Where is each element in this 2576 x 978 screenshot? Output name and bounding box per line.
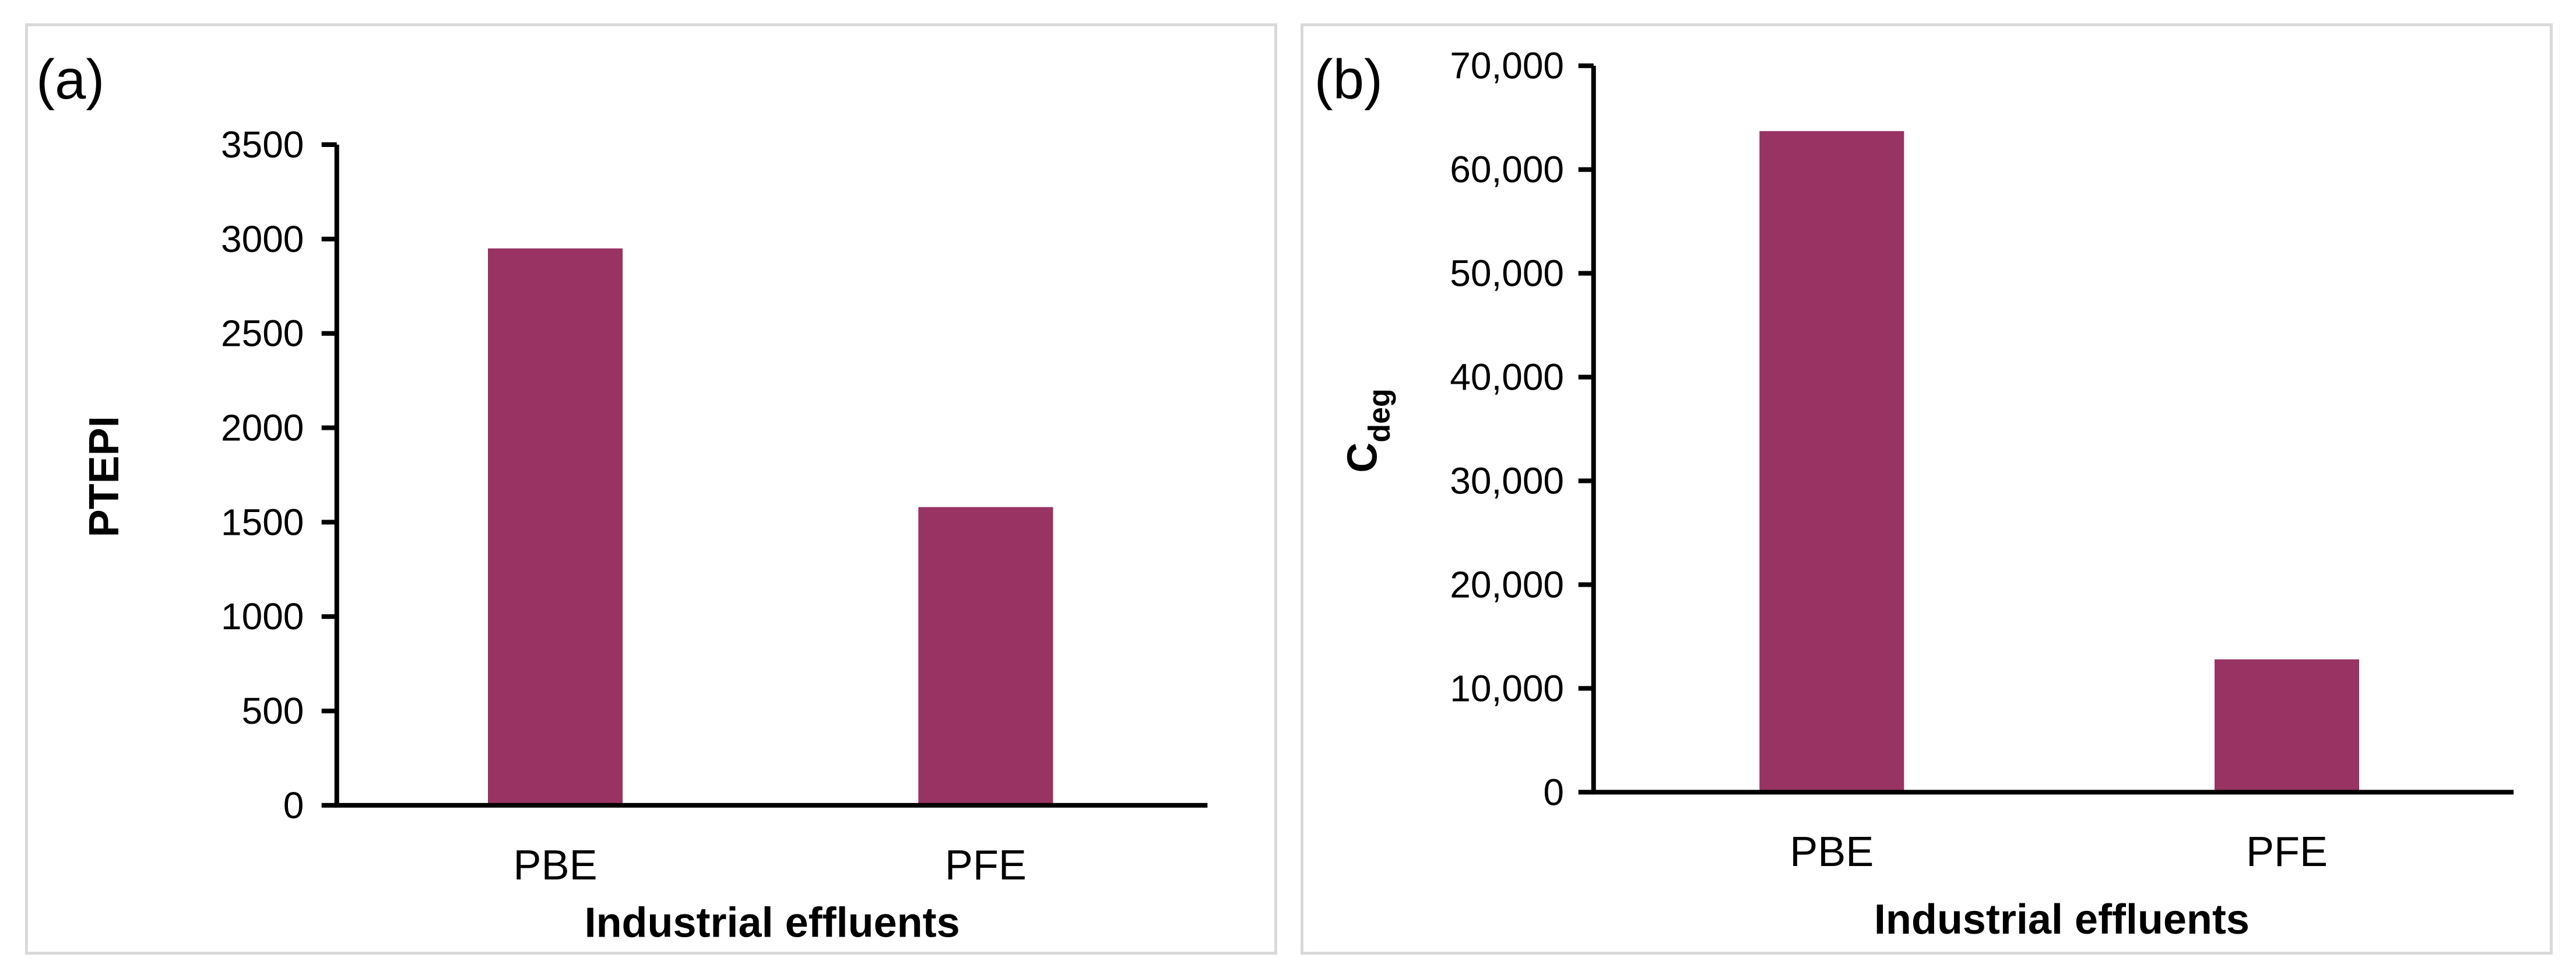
x-category-label-a: PFE (945, 842, 1027, 889)
y-tick-label-b: 0 (1543, 771, 1564, 813)
panel-label-b: (b) (1315, 48, 1383, 111)
y-axis-title-a: PTEPI (81, 416, 128, 537)
bar-pbe-b (1759, 131, 1904, 793)
bar-pfe-a (918, 507, 1053, 805)
bar-pbe-a (488, 248, 623, 805)
y-tick-label-b: 60,000 (1450, 149, 1564, 191)
y-axis-title-text-a: PTEPI (81, 416, 128, 537)
y-tick-label-a: 3500 (221, 124, 304, 166)
x-category-label-b: PBE (1790, 829, 1874, 875)
y-tick-label-a: 500 (242, 690, 304, 732)
x-axis-title-b: Industrial effluents (1874, 896, 2250, 943)
y-tick-label-a: 3000 (221, 218, 304, 260)
y-tick-label-a: 2000 (221, 407, 304, 449)
y-tick-label-b: 10,000 (1450, 667, 1564, 709)
y-tick-label-b: 50,000 (1450, 253, 1564, 295)
y-tick-label-b: 70,000 (1450, 45, 1564, 87)
y-axis-title-subscript-b: deg (1363, 388, 1397, 442)
y-tick-label-a: 1500 (221, 501, 304, 543)
bar-pfe-b (2215, 659, 2359, 793)
y-axis-title-text-b: C (1340, 443, 1386, 473)
y-tick-label-b: 20,000 (1450, 564, 1564, 606)
panel-label-a: (a) (36, 48, 104, 111)
y-tick-label-a: 1000 (221, 595, 304, 637)
y-axis-title-b: Cdeg (1340, 388, 1397, 472)
x-category-label-a: PBE (514, 842, 598, 889)
x-category-label-b: PFE (2246, 829, 2328, 875)
chart-panel-b (1301, 23, 2553, 955)
y-tick-label-a: 0 (283, 784, 304, 826)
x-axis-title-a: Industrial effluents (585, 899, 960, 946)
chart-panel-a (25, 23, 1277, 955)
y-tick-label-a: 2500 (221, 313, 304, 355)
y-tick-label-b: 40,000 (1450, 356, 1564, 398)
y-tick-label-b: 30,000 (1450, 460, 1564, 502)
